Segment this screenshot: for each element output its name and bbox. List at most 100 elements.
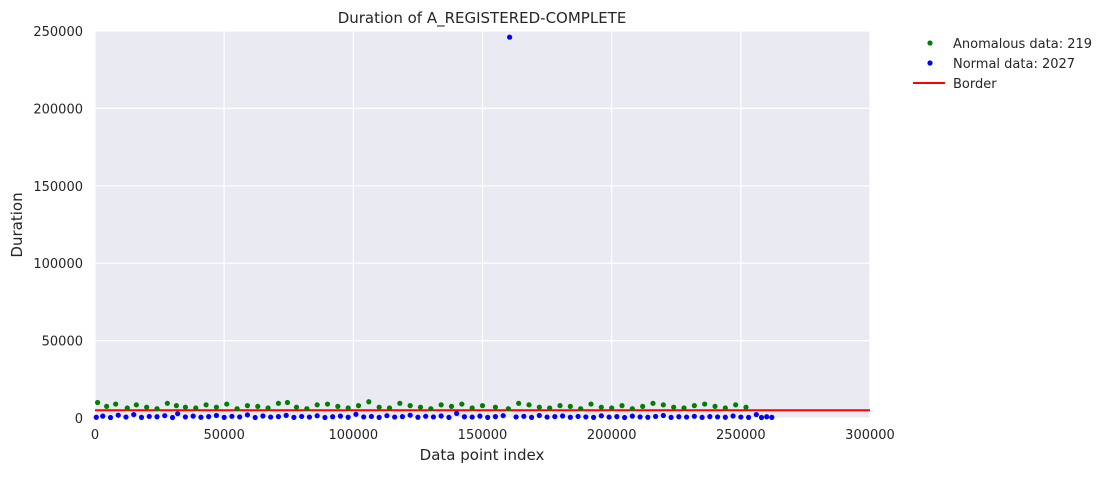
normal-point	[93, 414, 99, 420]
normal-point	[446, 414, 452, 420]
normal-point	[268, 414, 274, 420]
normal-point	[676, 414, 682, 420]
anomalous-point	[629, 406, 635, 412]
normal-point	[198, 414, 204, 420]
legend-label-normal: Normal data: 2027	[953, 57, 1075, 72]
anomalous-point	[640, 403, 646, 409]
normal-point	[361, 414, 367, 420]
normal-point	[707, 414, 713, 420]
normal-point	[221, 414, 227, 420]
normal-point	[131, 411, 137, 418]
anomalous-point	[104, 403, 110, 409]
y-tick-label: 50000	[42, 335, 83, 350]
anomalous-point	[293, 404, 300, 410]
normal-point	[485, 414, 491, 420]
normal-point	[513, 414, 519, 420]
anomalous-point	[712, 403, 718, 409]
normal-point	[423, 413, 429, 419]
anomalous-point	[386, 405, 393, 411]
normal-point	[175, 411, 181, 417]
normal-point	[614, 414, 620, 420]
normal-point	[322, 414, 328, 421]
anomalous-point	[702, 401, 708, 407]
anomalous-point	[722, 405, 728, 411]
anomalous-point	[113, 401, 119, 407]
anomalous-point	[94, 399, 101, 406]
normal-point	[660, 412, 666, 419]
legend-marker-normal	[927, 60, 933, 66]
anomalous-point	[479, 403, 486, 409]
anomalous-point	[609, 405, 615, 411]
anomalous-point	[314, 402, 320, 408]
y-tick-label: 200000	[33, 102, 83, 117]
anomalous-point	[366, 399, 372, 405]
anomalous-point	[284, 399, 291, 406]
anomalous-point	[660, 402, 666, 408]
normal-point	[575, 413, 581, 420]
data-marks	[93, 34, 870, 421]
normal-point	[583, 414, 589, 420]
x-axis-title: Data point index	[420, 446, 545, 464]
normal-point	[544, 414, 550, 420]
normal-point	[652, 413, 659, 420]
x-tick-label: 200000	[587, 428, 637, 443]
anomalous-point	[619, 403, 625, 409]
normal-point	[283, 412, 289, 418]
normal-point	[668, 414, 674, 420]
anomalous-point	[469, 405, 475, 411]
normal-point	[738, 414, 744, 420]
anomalous-point	[234, 406, 240, 412]
normal-point	[606, 414, 612, 420]
normal-point	[368, 413, 375, 420]
normal-point	[306, 414, 313, 420]
anomalous-point	[144, 404, 150, 410]
anomalous-point	[244, 403, 251, 409]
normal-point	[637, 414, 643, 420]
normal-point	[384, 413, 390, 419]
normal-point	[415, 414, 421, 420]
normal-point	[399, 414, 406, 420]
normal-point	[107, 414, 114, 421]
normal-point	[100, 413, 106, 419]
legend-marker-anomalous	[927, 40, 933, 46]
x-tick-label: 250000	[716, 428, 766, 443]
anomalous-point	[681, 405, 687, 411]
normal-point	[683, 414, 690, 420]
anomalous-point	[691, 403, 697, 409]
normal-point	[138, 414, 145, 420]
anomalous-point	[182, 404, 189, 410]
y-tick-label: 100000	[33, 257, 83, 272]
normal-point	[629, 413, 635, 419]
normal-point	[392, 414, 398, 420]
normal-point	[229, 413, 235, 419]
anomalous-point	[397, 400, 403, 406]
anomalous-point	[492, 404, 499, 410]
anomalous-point	[376, 404, 382, 410]
anomalous-point	[547, 405, 553, 411]
normal-point	[598, 413, 604, 419]
anomalous-point	[598, 404, 604, 410]
anomalous-point	[536, 404, 542, 410]
anomalous-point	[733, 402, 739, 408]
anomalous-point	[438, 402, 444, 408]
normal-point	[559, 413, 566, 419]
normal-point	[769, 414, 775, 420]
normal-point	[169, 414, 176, 421]
anomalous-point	[355, 403, 362, 409]
normal-point	[314, 413, 320, 419]
normal-point	[146, 413, 152, 420]
anomalous-point	[671, 404, 677, 410]
legend: Anomalous data: 219 Normal data: 2027 Bo…	[913, 37, 1092, 92]
anomalous-point	[448, 403, 455, 409]
anomalous-point	[193, 405, 199, 411]
y-axis-title: Duration	[8, 192, 26, 257]
anomalous-point	[459, 401, 465, 407]
normal-point	[461, 414, 468, 420]
normal-point	[454, 410, 460, 416]
x-tick-label: 150000	[458, 428, 508, 443]
anomalous-point	[526, 402, 532, 408]
normal-point	[699, 414, 705, 420]
anomalous-point	[335, 403, 341, 409]
normal-point	[252, 414, 258, 421]
normal-point	[162, 413, 168, 419]
